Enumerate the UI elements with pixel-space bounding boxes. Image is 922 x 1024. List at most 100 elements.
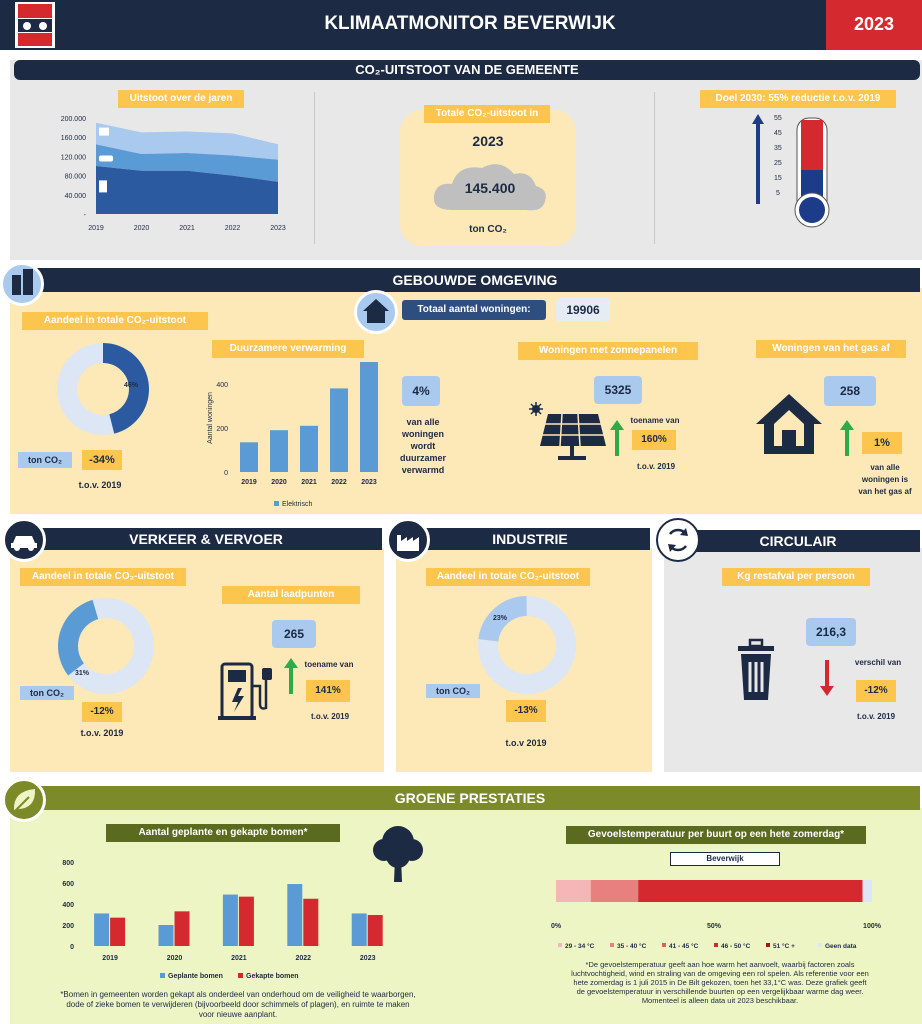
legend-label: 46 - 50 °C [721, 942, 751, 950]
x-tick-label: 100% [863, 923, 882, 930]
total-title: Totale CO₂-uitstoot in [424, 105, 550, 123]
coat-of-arms-icon [15, 2, 55, 48]
area-series [96, 144, 278, 182]
legend-swatch [766, 943, 770, 947]
legend-label: 29 - 34 °C [565, 942, 595, 950]
x-tick-label: 2019 [102, 955, 118, 962]
bar [174, 911, 190, 946]
svg-text:31%: 31% [75, 670, 90, 677]
x-tick-label: 2019 [88, 225, 104, 232]
legend-swatch [558, 943, 562, 947]
bar [240, 442, 258, 472]
waste-diff-label: verschil van [854, 658, 902, 667]
trees-bar-chart: 800 600 400 200 0 2019 2020 2021 2022 2023 Geplant… [62, 860, 383, 980]
svg-text:15: 15 [774, 175, 782, 182]
bar [351, 913, 367, 946]
svg-text:35: 35 [774, 145, 782, 152]
charge-increase: 141% [306, 680, 350, 702]
car-circle [2, 518, 46, 562]
heat-note: *De gevoelstemperatuur geeft aan hoe war… [571, 960, 869, 1005]
svg-text:25: 25 [774, 160, 782, 167]
legend-swatch [714, 943, 718, 947]
legend-swatch [818, 943, 822, 947]
traffic-change: -12% [82, 702, 122, 722]
x-tick-label: 2020 [271, 479, 287, 486]
homes-label: Totaal aantal woningen: [402, 300, 546, 320]
traffic-donut: 31% [58, 598, 154, 694]
heat-segment [590, 880, 639, 902]
solar-value: 5325 [594, 376, 642, 404]
traffic-since: t.o.v. 2019 [80, 728, 124, 738]
charge-value: 265 [272, 620, 316, 648]
legend-label: 35 - 40 °C [617, 942, 647, 950]
x-tick-label: 2022 [331, 479, 347, 486]
heat-segment [556, 880, 591, 902]
total-year: 2023 [472, 133, 504, 149]
year-label: 2023 [853, 14, 895, 34]
heating-text: van alle woningen wordt duurzamer verwar… [399, 417, 446, 475]
legend-label: Elektrisch [282, 501, 312, 508]
total-value: 145.400 [464, 180, 516, 196]
solar-increase-label: toename van [630, 416, 680, 425]
x-tick-label: 2020 [167, 955, 183, 962]
factory-circle [386, 518, 430, 562]
heat-segment [638, 880, 863, 902]
gas-text: van alle woningen is van het gas af [858, 463, 912, 496]
legend-swatch [160, 973, 165, 978]
solar-since: t.o.v. 2019 [636, 462, 676, 471]
x-tick-label: 2023 [270, 225, 286, 232]
y-tick-label: 80.000 [65, 174, 87, 181]
built-since: t.o.v. 2019 [78, 480, 122, 490]
y-tick-label: 120.000 [61, 154, 86, 161]
heat-area-label: Beverwijk [670, 852, 780, 866]
solar-title: Woningen met zonnepanelen [518, 342, 698, 360]
circular-title: CIRCULAIR [676, 530, 920, 552]
legend-swatch [274, 501, 279, 506]
industry-share-title: Aandeel in totale CO₂-uitstoot [426, 568, 590, 586]
waste-title: Kg restafval per persoon [722, 568, 870, 586]
industry-title: INDUSTRIE [410, 528, 650, 550]
x-tick-label: 2020 [134, 225, 150, 232]
charge-increase-label: toename van [304, 660, 354, 669]
bar [303, 898, 319, 946]
car-icon [99, 155, 113, 162]
tree-icon [373, 826, 423, 882]
built-title: GEBOUWDE OMGEVING [30, 268, 920, 292]
charging-station-icon [218, 662, 272, 720]
svg-text:55: 55 [774, 115, 782, 122]
y-tick-label: 200.000 [61, 116, 86, 123]
heat-segment [862, 880, 872, 902]
area-series [96, 122, 278, 160]
svg-text:23%: 23% [493, 615, 508, 622]
built-donut: 46% [57, 343, 149, 435]
waste-since: t.o.v. 2019 [856, 712, 896, 721]
industry-donut: 23% [478, 596, 576, 694]
green-panel [10, 808, 922, 1024]
trees-note: *Bomen in gemeenten worden gekapt als on… [60, 990, 416, 1019]
bar [110, 917, 126, 946]
bar [367, 915, 383, 946]
legend-label: Geen data [825, 943, 857, 950]
page-title: KLIMAATMONITOR BEVERWIJK [324, 13, 616, 34]
homes-value: 19906 [556, 298, 610, 322]
charge-title: Aantal laadpunten [222, 586, 360, 604]
buildings-circle [0, 262, 44, 306]
trash-bin-icon [738, 638, 774, 700]
svg-text:5: 5 [776, 190, 780, 197]
x-tick-label: 50% [707, 923, 722, 930]
x-tick-label: 2023 [360, 955, 376, 962]
gas-value: 258 [824, 376, 876, 406]
x-tick-label: 2021 [301, 479, 317, 486]
y-tick-label: 40.000 [65, 193, 87, 200]
green-title: GROENE PRESTATIES [20, 786, 920, 810]
traffic-title: VERKEER & VERVOER [30, 528, 382, 550]
x-tick-label: 2022 [296, 955, 312, 962]
legend-label: 51 °C + [773, 942, 795, 950]
divider [654, 92, 655, 244]
x-tick-label: 2022 [225, 225, 241, 232]
trees-title: Aantal geplante en gekapte bomen* [106, 824, 340, 842]
solar-increase: 160% [632, 430, 676, 450]
legend-swatch [662, 943, 666, 947]
heat-stacked-bar: 0% 50% 100% 29 - 34 °C 35 - 40 °C 41 - 45 °C 4… [551, 880, 882, 950]
y-tick-label: 0 [70, 944, 74, 951]
